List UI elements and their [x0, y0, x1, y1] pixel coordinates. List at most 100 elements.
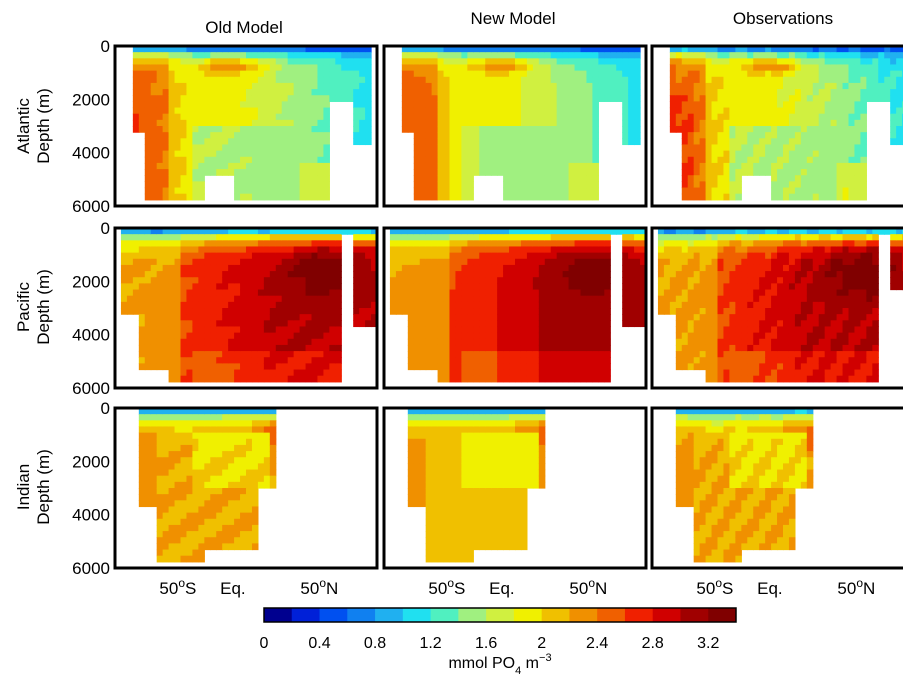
heat-cell — [162, 344, 170, 352]
heat-cell — [842, 156, 850, 164]
heat-cell — [317, 344, 324, 352]
heat-cell — [473, 156, 480, 164]
heat-cell — [663, 271, 671, 278]
heat-cell — [216, 264, 223, 272]
heat-cell — [401, 126, 409, 133]
heat-cell — [257, 181, 265, 189]
heat-cell — [174, 228, 182, 235]
heat-cell — [526, 295, 534, 303]
heat-cell — [425, 52, 433, 59]
heat-cell — [174, 289, 182, 297]
heat-cell — [771, 344, 778, 352]
heat-cell — [234, 289, 241, 297]
heat-cell — [848, 156, 856, 164]
heat-cell — [192, 101, 199, 109]
heat-cell — [586, 113, 593, 121]
heat-cell — [401, 119, 409, 127]
heat-cell — [305, 113, 313, 121]
heat-cell — [759, 119, 766, 127]
heat-cell — [753, 58, 760, 66]
heat-cell — [293, 193, 301, 201]
heat-cell — [120, 295, 128, 303]
heat-cell — [431, 301, 439, 309]
heat-cell — [759, 169, 766, 176]
heat-cell — [562, 101, 570, 109]
heat-cell — [150, 52, 158, 59]
heat-cell — [538, 150, 546, 158]
heat-cell — [586, 70, 593, 78]
heat-cell — [783, 175, 790, 182]
heat-cell — [491, 351, 498, 358]
heat-cell — [872, 52, 879, 59]
heat-cell — [788, 107, 796, 115]
heat-cell — [425, 82, 433, 90]
heat-cell — [425, 301, 433, 309]
heat-cell — [592, 82, 599, 90]
heat-cell — [198, 58, 205, 66]
heat-cell — [299, 258, 307, 266]
heat-cell — [216, 234, 223, 241]
heat-cell — [586, 240, 593, 248]
heat-cell — [335, 289, 342, 297]
heat-cell — [425, 76, 433, 84]
heat-cell — [479, 338, 486, 346]
heat-cell — [180, 332, 188, 340]
heat-cell — [198, 252, 205, 260]
heat-cell — [275, 132, 283, 139]
heat-cell — [281, 46, 289, 53]
heat-cell — [783, 70, 790, 78]
heat-cell — [604, 277, 611, 284]
heat-cell — [287, 70, 295, 78]
heat-cell — [431, 107, 439, 115]
heat-cell — [347, 70, 354, 78]
heat-cell — [586, 369, 593, 377]
heat-cell — [311, 289, 319, 297]
heat-cell — [783, 162, 790, 170]
heat-cell — [144, 107, 152, 115]
heat-cell — [437, 169, 445, 176]
heat-cell — [240, 193, 247, 201]
heat-cell — [532, 301, 540, 309]
heat-cell — [705, 144, 713, 152]
heat-cell — [228, 46, 235, 53]
heat-cell — [735, 175, 742, 182]
heat-cell — [234, 264, 241, 272]
heat-cell — [842, 132, 850, 139]
heat-cell — [515, 375, 522, 383]
heat-cell — [711, 187, 719, 195]
heat-cell — [520, 228, 528, 235]
heat-cell — [287, 240, 295, 248]
heat-cell — [293, 162, 301, 170]
heat-cell — [431, 320, 439, 328]
heat-cell — [717, 320, 725, 328]
heat-cell — [699, 295, 707, 303]
heat-cell — [735, 320, 742, 328]
heat-cell — [503, 64, 510, 72]
heat-cell — [156, 264, 164, 272]
heat-cell — [120, 246, 128, 254]
heat-cell — [663, 240, 671, 248]
heat-cell — [669, 113, 677, 121]
heat-cell — [293, 338, 301, 346]
heat-cell — [192, 181, 199, 189]
heat-cell — [705, 308, 713, 315]
heat-cell — [848, 119, 856, 127]
heat-cell — [126, 228, 134, 235]
heat-cell — [413, 277, 421, 284]
heat-cell — [162, 258, 170, 266]
heat-cell — [455, 64, 462, 72]
heat-cell — [711, 338, 719, 346]
heat-cell — [550, 289, 558, 297]
heat-cell — [353, 258, 360, 266]
heat-cell — [311, 283, 319, 291]
heat-cell — [240, 82, 247, 90]
heat-cell — [431, 76, 439, 84]
heat-cell — [896, 126, 903, 133]
heat-cell — [735, 326, 742, 334]
heat-cell — [240, 264, 247, 272]
heat-cell — [467, 107, 474, 115]
heat-cell — [687, 144, 695, 152]
heat-cell — [598, 52, 605, 59]
heat-cell — [503, 126, 510, 133]
heat-cell — [365, 228, 372, 235]
